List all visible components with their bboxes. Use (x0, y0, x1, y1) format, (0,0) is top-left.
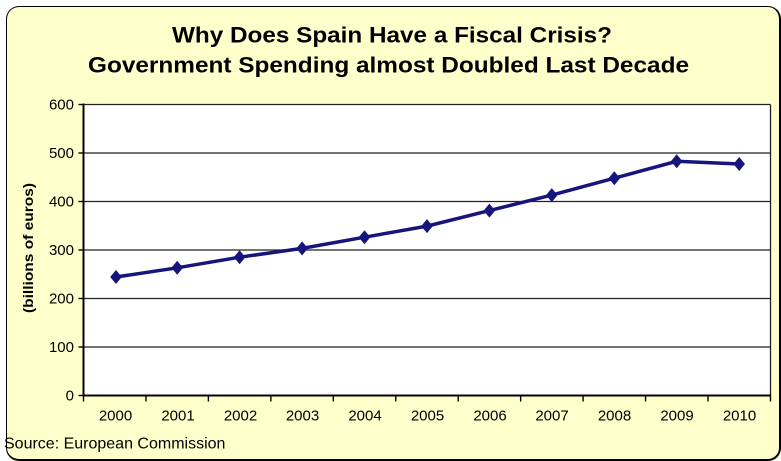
svg-text:2009: 2009 (660, 408, 693, 425)
svg-text:2001: 2001 (161, 408, 194, 425)
svg-text:2008: 2008 (598, 408, 631, 425)
svg-text:2002: 2002 (224, 408, 257, 425)
svg-text:500: 500 (49, 145, 74, 162)
svg-text:2007: 2007 (535, 408, 568, 425)
svg-text:Source: European Commission: Source: European Commission (4, 436, 225, 453)
svg-text:0: 0 (66, 388, 74, 405)
svg-text:2005: 2005 (411, 408, 444, 425)
svg-text:2000: 2000 (99, 408, 132, 425)
svg-text:2004: 2004 (348, 408, 381, 425)
svg-text:Government Spending almost Dou: Government Spending almost Doubled Last … (88, 52, 689, 77)
svg-text:600: 600 (49, 97, 74, 114)
svg-text:200: 200 (49, 291, 74, 308)
svg-text:2003: 2003 (286, 408, 319, 425)
svg-text:2006: 2006 (473, 408, 506, 425)
svg-text:300: 300 (49, 242, 74, 259)
svg-text:2010: 2010 (723, 408, 756, 425)
svg-text:Why Does Spain Have a Fiscal C: Why Does Spain Have a Fiscal Crisis? (172, 22, 612, 47)
svg-text:100: 100 (49, 339, 74, 356)
svg-text:400: 400 (49, 194, 74, 211)
svg-text:(billions of euros): (billions of euros) (20, 183, 36, 313)
